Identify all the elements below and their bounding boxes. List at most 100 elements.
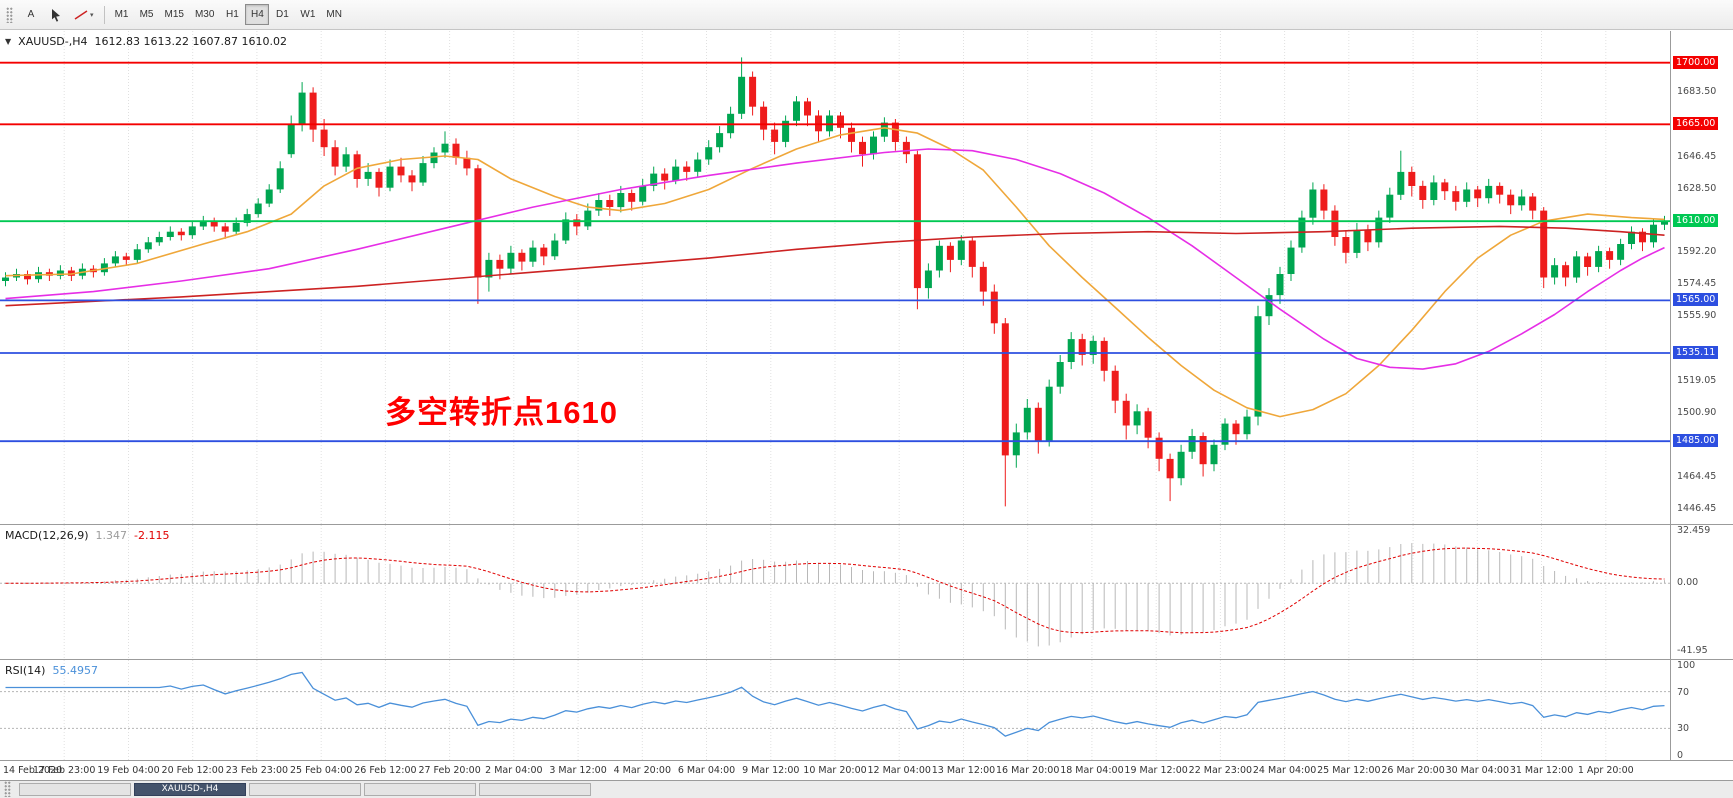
- timeframe-button-m30[interactable]: M30: [190, 4, 219, 25]
- dropdown-caret-icon: ▾: [90, 11, 94, 19]
- time-label: 13 Mar 12:00: [931, 765, 996, 776]
- timeframe-button-h4[interactable]: H4: [245, 4, 270, 25]
- text-annotation[interactable]: 多空转折点1610: [385, 395, 618, 430]
- chart-tab[interactable]: XAUUSD-,H4: [134, 782, 246, 796]
- ma-slow-red: [5, 225, 1665, 307]
- time-label: 14 Feb 2020: [3, 765, 63, 776]
- chart-tab[interactable]: [19, 782, 131, 796]
- time-axis[interactable]: 14 Feb 2020 17 Feb 23:00 19 Feb 04:00 20 Fe…: [0, 761, 1733, 781]
- chart-tab[interactable]: [479, 782, 591, 796]
- macd-header: MACD(12,26,9) 1.347 -2.115: [5, 529, 170, 542]
- time-label: 26 Mar 20:00: [1381, 765, 1445, 776]
- rsi-value: 55.4957: [52, 664, 98, 677]
- timeframe-button-d1[interactable]: D1: [270, 4, 294, 25]
- time-label: 4 Mar 20:00: [613, 765, 671, 776]
- time-label: 19 Feb 04:00: [97, 765, 160, 776]
- macd-plot: [0, 525, 1670, 659]
- price-tick: 1555.90: [1677, 310, 1717, 322]
- timeframe-button-m5[interactable]: M5: [135, 4, 159, 25]
- timeframe-group: M1 M5 M15 M30 H1 H4 D1 W1 MN: [110, 4, 347, 25]
- rsi-panel[interactable]: RSI(14) 55.4957 100 70 30 0: [0, 660, 1733, 761]
- vertical-gridlines: [63, 525, 1607, 659]
- ohlc-values: 1612.83 1613.22 1607.87 1610.02: [94, 35, 287, 48]
- vertical-gridlines: [63, 31, 1607, 524]
- candlestick-plot: [0, 31, 1670, 524]
- time-label: 1 Apr 20:00: [1577, 765, 1634, 776]
- price-tick: 1628.50: [1677, 182, 1717, 194]
- vertical-gridlines: [63, 660, 1607, 760]
- cursor-tool-button[interactable]: [44, 4, 68, 25]
- rsi-tick: 0: [1677, 750, 1684, 761]
- time-label: 3 Mar 12:00: [549, 765, 607, 776]
- time-label: 25 Feb 04:00: [289, 765, 353, 776]
- macd-main-value: 1.347: [95, 529, 128, 542]
- rsi-tick: 30: [1677, 723, 1690, 735]
- chart-tab[interactable]: [364, 782, 476, 796]
- price-badge: 1485.00: [1673, 434, 1719, 448]
- price-tick: 1646.45: [1677, 150, 1717, 162]
- rsi-tick: 100: [1677, 660, 1696, 671]
- price-tick: 1500.90: [1677, 407, 1717, 419]
- price-badge: 1665.00: [1673, 117, 1719, 131]
- cursor-icon: [52, 8, 60, 22]
- chart-title: ▼ XAUUSD-,H4 1612.83 1613.22 1607.87 161…: [5, 35, 287, 48]
- toolbar-separator: [103, 5, 105, 24]
- line-tool-button[interactable]: ▾: [69, 4, 99, 25]
- price-axis[interactable]: 1683.50 1646.45 1628.50 1592.20 1574.45 1555.…: [1670, 31, 1733, 524]
- time-label: 10 Mar 20:00: [803, 765, 867, 776]
- chart-tab[interactable]: [249, 782, 361, 796]
- ma-mid-magenta: [5, 148, 1665, 370]
- time-label: 20 Feb 12:00: [161, 765, 224, 776]
- horizontal-lines: [0, 61, 1670, 443]
- expand-marker-icon: ▼: [5, 37, 12, 46]
- time-label: 16 Mar 20:00: [995, 765, 1060, 776]
- time-label: 30 Mar 04:00: [1445, 765, 1510, 776]
- timeframe-button-h1[interactable]: H1: [220, 4, 244, 25]
- text-tool-button[interactable]: A: [19, 4, 43, 25]
- ma-fast-orange: [5, 127, 1665, 418]
- time-label: 23 Feb 23:00: [225, 765, 289, 776]
- timeframe-button-w1[interactable]: W1: [295, 4, 320, 25]
- trendline-icon: [74, 9, 88, 20]
- time-label: 24 Mar 04:00: [1252, 765, 1317, 776]
- macd-axis: 32.459 0.00 -41.95: [1670, 525, 1733, 659]
- price-tick: 1464.45: [1677, 471, 1717, 483]
- macd-label: MACD(12,26,9): [5, 529, 89, 542]
- time-label: 2 Mar 04:00: [485, 765, 543, 776]
- chart-window: ▼ XAUUSD-,H4 1612.83 1613.22 1607.87 161…: [0, 31, 1733, 798]
- price-badge: 1700.00: [1673, 55, 1719, 69]
- time-label: 26 Feb 12:00: [354, 765, 417, 776]
- time-label: 18 Mar 04:00: [1060, 765, 1124, 776]
- main-price-panel[interactable]: ▼ XAUUSD-,H4 1612.83 1613.22 1607.87 161…: [0, 31, 1733, 525]
- price-tick: 1592.20: [1677, 246, 1717, 258]
- candles: [2, 57, 1668, 507]
- time-label: 17 Feb 23:00: [33, 765, 96, 776]
- macd-panel[interactable]: MACD(12,26,9) 1.347 -2.115 32.459 0.00 -41…: [0, 525, 1733, 660]
- time-label: 9 Mar 12:00: [742, 765, 800, 776]
- chart-tab-bar: XAUUSD-,H4: [0, 781, 1733, 798]
- price-tick: 1574.45: [1677, 277, 1717, 289]
- top-toolbar: A ▾ M1 M5 M15 M30 H1 H4 D1 W1 MN: [0, 0, 1733, 30]
- ma-lines: [5, 127, 1665, 418]
- price-badge: 1535.11: [1673, 346, 1719, 360]
- time-label: 6 Mar 04:00: [677, 765, 736, 776]
- rsi-plot: [0, 660, 1670, 760]
- timeframe-button-mn[interactable]: MN: [321, 4, 347, 25]
- time-label: 31 Mar 12:00: [1509, 765, 1574, 776]
- toolbar-grip-icon[interactable]: [6, 6, 13, 23]
- rsi-label: RSI(14): [5, 664, 46, 677]
- price-tick: 1683.50: [1677, 85, 1717, 97]
- macd-signal-value: -2.115: [134, 529, 170, 542]
- macd-tick: -41.95: [1677, 645, 1708, 656]
- tabbar-grip-icon[interactable]: [4, 781, 11, 797]
- macd-tick: 32.459: [1677, 525, 1711, 536]
- timeframe-button-m15[interactable]: M15: [160, 4, 189, 25]
- time-label: 19 Mar 12:00: [1124, 765, 1188, 776]
- price-tick: 1519.05: [1677, 375, 1717, 387]
- timeframe-button-m1[interactable]: M1: [110, 4, 134, 25]
- rsi-header: RSI(14) 55.4957: [5, 664, 98, 677]
- price-tick: 1446.45: [1677, 503, 1717, 515]
- symbol-period-label: XAUUSD-,H4: [18, 35, 88, 48]
- rsi-tick: 70: [1677, 686, 1690, 698]
- macd-signal-line: [5, 547, 1665, 634]
